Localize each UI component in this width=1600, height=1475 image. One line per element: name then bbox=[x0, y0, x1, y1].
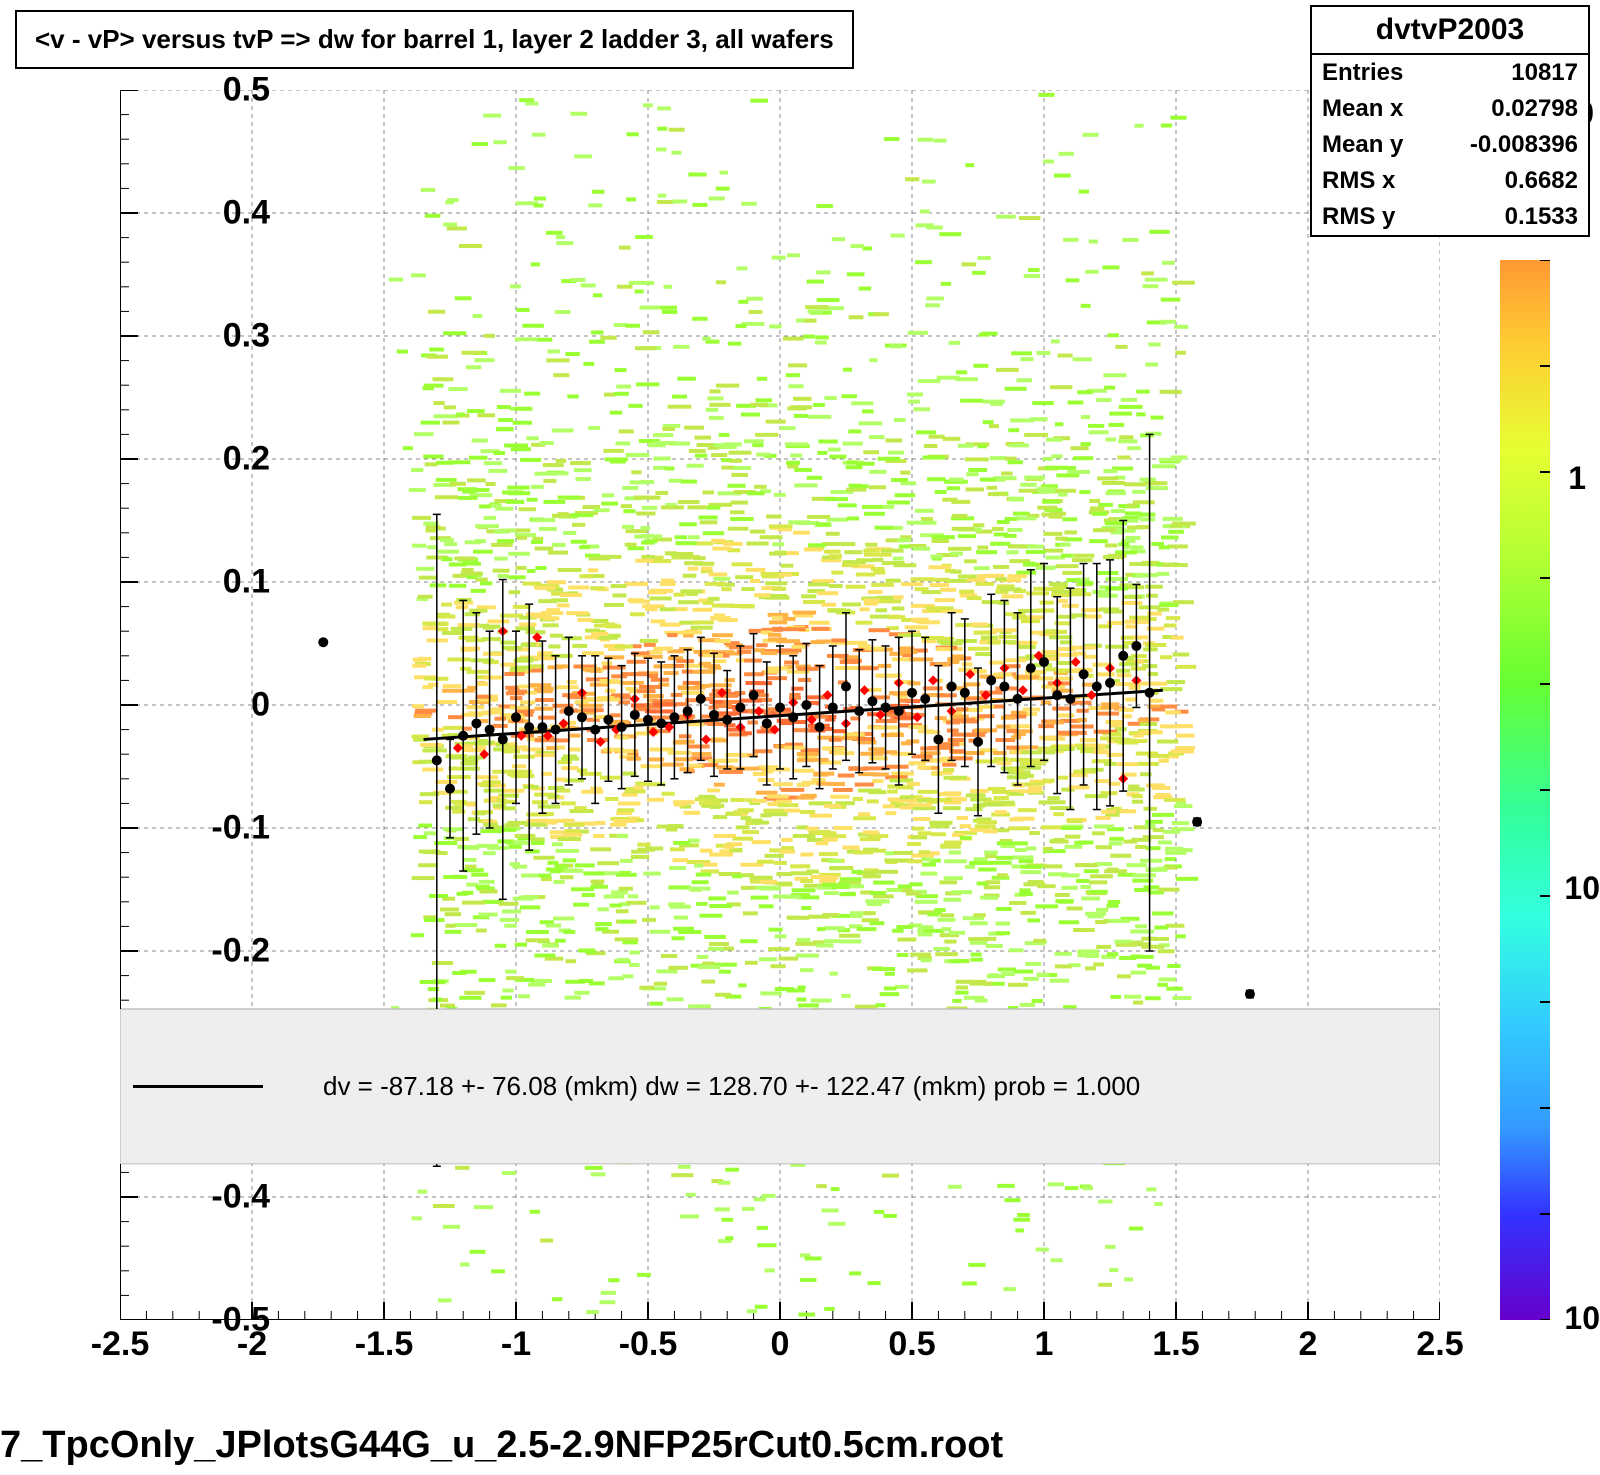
stats-value: 0.02798 bbox=[1491, 95, 1578, 123]
stats-row: RMS y 0.1533 bbox=[1312, 199, 1588, 235]
fit-line-sample bbox=[133, 1085, 263, 1088]
fit-result-box: dv = -87.18 +- 76.08 (mkm) dw = 128.70 +… bbox=[120, 1009, 1440, 1164]
stats-row: Mean x 0.02798 bbox=[1312, 91, 1588, 127]
stats-label: Mean y bbox=[1322, 131, 1403, 159]
x-tick-label: -2 bbox=[237, 1325, 267, 1364]
x-tick-label: -0.5 bbox=[619, 1325, 678, 1364]
stats-rows-container: Entries 10817 Mean x 0.02798 Mean y -0.008396… bbox=[1312, 55, 1588, 235]
stats-value: 0.6682 bbox=[1505, 167, 1578, 195]
stats-row: Mean y -0.008396 bbox=[1312, 127, 1588, 163]
colorbar-svg bbox=[1500, 260, 1550, 1320]
cb-label-ten-b: 10 bbox=[1564, 1300, 1600, 1337]
y-tick-label: 0.5 bbox=[150, 71, 270, 110]
y-tick-label: 0.3 bbox=[150, 317, 270, 356]
stats-box: dvtvP2003 Entries10817Mean x0.02798Mean … bbox=[1310, 5, 1590, 237]
x-tick-label: 1 bbox=[1035, 1325, 1054, 1364]
stats-row: Entries 10817 bbox=[1312, 55, 1588, 91]
stats-value: -0.008396 bbox=[1470, 131, 1578, 159]
stats-label: Mean x bbox=[1322, 95, 1403, 123]
x-tick-label: -1 bbox=[501, 1325, 531, 1364]
file-label: 7_TpcOnly_JPlotsG44G_u_2.5-2.9NFP25rCut0… bbox=[0, 1424, 1003, 1467]
x-tick-label: 0 bbox=[771, 1325, 790, 1364]
y-tick-label: 0.4 bbox=[150, 194, 270, 233]
stats-label: RMS x bbox=[1322, 167, 1395, 195]
x-tick-label: 2 bbox=[1299, 1325, 1318, 1364]
x-tick-label: 1.5 bbox=[1152, 1325, 1199, 1364]
stats-label: RMS y bbox=[1322, 203, 1395, 231]
stats-label: Entries bbox=[1322, 59, 1403, 87]
cb-label-ten-a: 10 bbox=[1564, 870, 1600, 907]
fit-text: dv = -87.18 +- 76.08 (mkm) dw = 128.70 +… bbox=[323, 1071, 1140, 1102]
cb-label-one: 1 bbox=[1568, 460, 1586, 497]
x-tick-label: -1.5 bbox=[355, 1325, 414, 1364]
chart-title-text: <v - vP> versus tvP => dw for barrel 1, … bbox=[35, 24, 834, 54]
colorbar bbox=[1500, 260, 1550, 1320]
y-tick-label: 0.2 bbox=[150, 440, 270, 479]
chart-title: <v - vP> versus tvP => dw for barrel 1, … bbox=[15, 10, 854, 69]
x-tick-label: 2.5 bbox=[1416, 1325, 1463, 1364]
x-tick-label: -2.5 bbox=[91, 1325, 150, 1364]
y-tick-label: 0 bbox=[150, 686, 270, 725]
x-tick-label: 0.5 bbox=[888, 1325, 935, 1364]
y-tick-label: 0.1 bbox=[150, 563, 270, 602]
stats-title: dvtvP2003 bbox=[1312, 7, 1588, 55]
y-tick-label: -0.1 bbox=[150, 809, 270, 848]
stats-value: 10817 bbox=[1511, 59, 1578, 87]
y-tick-label: -0.4 bbox=[150, 1178, 270, 1217]
y-tick-label: -0.2 bbox=[150, 932, 270, 971]
stats-row: RMS x 0.6682 bbox=[1312, 163, 1588, 199]
stats-value: 0.1533 bbox=[1505, 203, 1578, 231]
